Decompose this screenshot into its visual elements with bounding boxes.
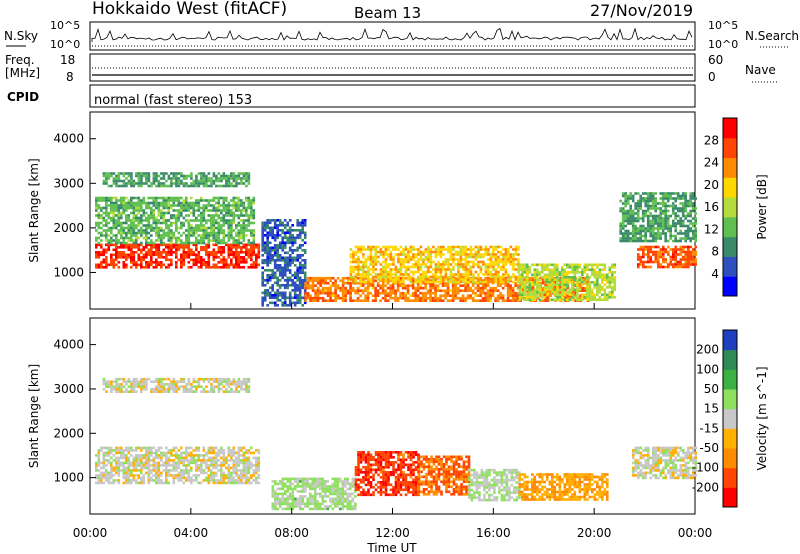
scatter-region-5 xyxy=(349,245,520,284)
velocity-panel: 1000 2000 3000 4000 00:00 04:00 08:00 12:00 16:0… xyxy=(27,317,769,540)
scatter-region-8 xyxy=(619,192,697,243)
nsearch-tick-bottom: 10^0 xyxy=(708,38,738,51)
colorbar-tick-label: 4 xyxy=(711,267,719,281)
colorbar-segment xyxy=(723,428,737,449)
colorbar-tick-label: 28 xyxy=(704,133,719,147)
scatter-region-3 xyxy=(354,451,420,497)
date-title: 27/Nov/2019 xyxy=(590,1,693,20)
x-tick-label: 16:00 xyxy=(476,526,511,540)
x-axis-label: Time UT xyxy=(366,541,417,554)
colorbar-segment xyxy=(723,137,737,159)
x-tick-label: 08:00 xyxy=(274,526,309,540)
nsky-label: N.Sky xyxy=(4,29,38,43)
scatter-region-6 xyxy=(518,473,609,501)
colorbar-segment xyxy=(723,276,737,297)
colorbar-segment xyxy=(723,330,737,351)
colorbar-tick-label: 100 xyxy=(696,362,719,376)
freq-label: Freq. xyxy=(5,53,35,67)
colorbar-frame xyxy=(722,117,738,297)
nsky-tick-bottom: 10^0 xyxy=(50,38,80,51)
colorbar-segment xyxy=(723,467,737,488)
y-tick-label: 4000 xyxy=(53,338,84,352)
y-tick-label: 1000 xyxy=(53,471,84,485)
colorbar-label: Velocity [m s^-1] xyxy=(755,366,769,470)
colorbar-tick-label: 20 xyxy=(704,178,719,192)
cpid-panel xyxy=(89,84,696,108)
freq-tick-top: 18 xyxy=(60,53,75,67)
cpid-value: normal (fast stereo) 153 xyxy=(94,93,252,108)
colorbar-segment xyxy=(723,216,737,238)
freq-panel xyxy=(89,53,696,82)
nave-label: Nave xyxy=(745,63,776,77)
nsky-tick-top: 10^5 xyxy=(50,19,80,32)
y-tick-label: 4000 xyxy=(53,132,84,146)
nave-tick-top: 60 xyxy=(708,53,723,67)
colorbar-tick-label: -50 xyxy=(699,441,719,455)
colorbar-frame xyxy=(722,329,738,508)
colorbar-segment xyxy=(723,369,737,390)
colorbar-segment xyxy=(723,157,737,178)
colorbar-label: Power [dB] xyxy=(755,174,769,239)
x-tick-label: 00:00 xyxy=(73,526,108,540)
y-tick-label: 1000 xyxy=(53,265,84,279)
scatter-region-1 xyxy=(95,196,256,245)
y-tick-label: 3000 xyxy=(53,382,84,396)
scatter-region-3 xyxy=(261,219,307,307)
cpid-label: CPID xyxy=(7,90,39,104)
colorbar-segment xyxy=(723,408,737,429)
y-axis-label: Slant Range [km] xyxy=(27,364,41,468)
colorbar-tick-label: 15 xyxy=(704,402,719,416)
scatter-region-2 xyxy=(271,477,357,511)
colorbar-segment xyxy=(723,197,737,218)
panel-frame xyxy=(89,317,696,515)
colorbar-tick-label: 16 xyxy=(704,200,719,214)
colorbar-tick-label: 200 xyxy=(696,343,719,357)
colorbar-tick-label: -100 xyxy=(692,461,719,475)
x-tick-label: 04:00 xyxy=(174,526,209,540)
x-tick-label: 20:00 xyxy=(577,526,612,540)
nsearch-label: N.Search xyxy=(745,29,799,43)
colorbar-segment xyxy=(723,389,737,410)
colorbar-segment xyxy=(723,118,737,139)
colorbar-tick-label: 50 xyxy=(704,382,719,396)
scatter-region-1 xyxy=(102,377,251,393)
nsky-trace xyxy=(91,27,693,47)
scatter-region-2 xyxy=(102,172,251,188)
freq-tick-bottom: 8 xyxy=(66,70,74,84)
nsearch-tick-top: 10^5 xyxy=(708,19,738,32)
scatter-region-5 xyxy=(468,468,521,502)
colorbar-segment xyxy=(723,256,737,277)
y-tick-label: 3000 xyxy=(53,176,84,190)
y-tick-label: 2000 xyxy=(53,426,84,440)
power-panel: 1000 2000 3000 4000 Slant Range [km] 28 24 20 16… xyxy=(27,111,769,310)
station-title: Hokkaido West (fitACF) xyxy=(92,0,287,19)
colorbar-segment xyxy=(723,236,737,257)
scatter-region-0 xyxy=(95,446,261,485)
colorbar-segment xyxy=(723,177,737,198)
x-tick-label: 12:00 xyxy=(375,526,410,540)
scatter-region-7 xyxy=(637,245,698,269)
colorbar-tick-label: -200 xyxy=(692,480,719,494)
colorbar-tick-label: 24 xyxy=(704,156,719,170)
nave-tick-bottom: 0 xyxy=(708,70,716,84)
y-axis-label: Slant Range [km] xyxy=(27,158,41,262)
y-tick-label: 2000 xyxy=(53,221,84,235)
colorbar-tick-label: 8 xyxy=(711,245,719,259)
nsky-panel xyxy=(89,21,696,51)
colorbar-tick-label: 12 xyxy=(704,222,719,236)
scatter-region-7 xyxy=(632,446,698,480)
freq-unit-label: [MHz] xyxy=(5,66,40,80)
colorbar-tick-label: -15 xyxy=(699,421,719,435)
colorbar-segment xyxy=(723,349,737,370)
x-tick-label: 00:00 xyxy=(678,526,713,540)
scatter-region-4 xyxy=(417,455,471,496)
colorbar-segment xyxy=(723,448,737,469)
scatter-region-0 xyxy=(95,243,261,269)
beam-title: Beam 13 xyxy=(354,4,421,22)
scatter-region-6 xyxy=(518,263,617,302)
colorbar-segment xyxy=(723,487,737,508)
